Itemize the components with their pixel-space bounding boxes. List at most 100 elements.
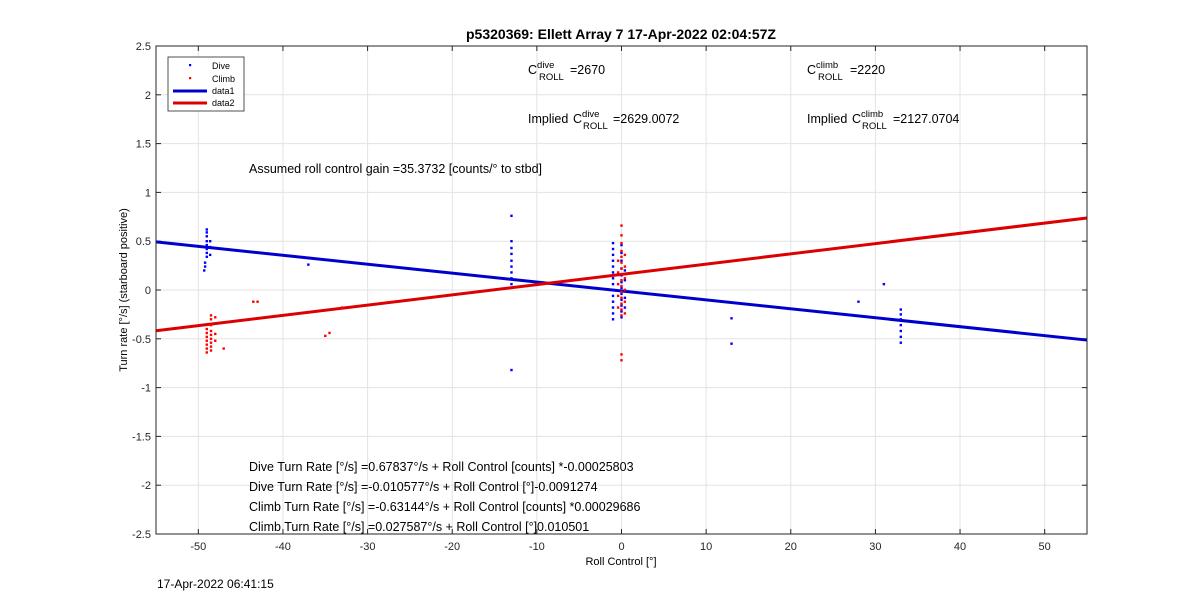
data-point-climb <box>205 347 208 350</box>
data-point-climb <box>616 271 620 274</box>
data-point-dive <box>611 306 615 309</box>
data-point-climb <box>222 347 225 350</box>
legend: Dive Climb data1 data2 <box>167 56 245 112</box>
data-point-dive <box>623 269 627 272</box>
x-tick-label: -40 <box>275 541 291 553</box>
data-point-dive <box>611 259 615 262</box>
data-point-climb <box>205 351 208 354</box>
data-point-climb <box>623 277 627 280</box>
data-points <box>203 214 902 372</box>
data-point-climb <box>620 255 623 259</box>
data-point-dive <box>620 316 623 319</box>
data-point-climb <box>620 290 623 294</box>
x-tick-label: -10 <box>529 541 545 553</box>
data-point-dive <box>623 279 627 282</box>
x-tick-label: 10 <box>700 541 712 553</box>
data-point-dive <box>882 282 886 286</box>
x-tick-label: -30 <box>360 541 376 553</box>
annotation-equation: Climb Turn Rate [°/s] =0.027587°/s + Rol… <box>249 520 589 534</box>
y-tick-label: 1.5 <box>136 139 151 151</box>
data-point-climb <box>623 265 627 268</box>
data-point-climb <box>620 273 623 276</box>
data-point-dive <box>899 335 902 339</box>
data-point-dive <box>620 304 623 307</box>
data-point-dive <box>730 317 733 320</box>
annotation-gain: Assumed roll control gain =35.3732 [coun… <box>249 162 542 176</box>
data-point-dive <box>208 245 212 249</box>
data-point-climb <box>205 343 208 346</box>
legend-marker-climb <box>189 77 192 80</box>
data-point-climb <box>620 241 623 245</box>
data-point-climb <box>214 339 217 342</box>
data-point-dive <box>611 253 615 257</box>
y-axis-label: Turn rate [°/s] (starboard positive) <box>118 208 130 372</box>
data-point-dive <box>623 306 627 309</box>
y-tick-label: 2.5 <box>136 41 151 53</box>
data-point-climb <box>209 337 213 340</box>
x-tick-label: 0 <box>618 541 624 553</box>
data-point-dive <box>620 280 623 284</box>
footer-timestamp: 17-Apr-2022 06:41:15 <box>157 577 274 591</box>
y-tick-label: -1 <box>141 383 151 395</box>
x-tick-label: 50 <box>1039 541 1051 553</box>
data-point-dive <box>611 282 615 286</box>
data-point-climb <box>341 306 344 309</box>
chart-title: p5320369: Ellett Array 7 17-Apr-2022 02:… <box>466 26 776 42</box>
data-point-climb <box>209 345 213 348</box>
y-ticks: -2.5 -2 -1.5 -1 -0.5 0 0.5 1 1.5 2 2.5 <box>132 41 1087 541</box>
data-point-climb <box>620 249 623 253</box>
data-point-dive <box>620 259 623 262</box>
data-point-climb <box>214 332 217 336</box>
data-point-climb <box>209 329 213 333</box>
data-point-dive <box>611 247 615 251</box>
data-point-dive <box>899 313 902 316</box>
data-point-dive <box>205 255 208 259</box>
data-point-dive <box>205 240 208 243</box>
data-point-climb <box>209 349 213 352</box>
annotation-equation: Dive Turn Rate [°/s] =-0.010577°/s + Rol… <box>249 480 598 494</box>
data-point-dive <box>205 231 208 234</box>
data-point-dive <box>510 265 513 268</box>
y-tick-label: -0.5 <box>132 334 151 346</box>
data-point-dive <box>510 259 513 262</box>
y-tick-label: 1 <box>145 187 151 199</box>
data-point-dive <box>857 300 860 303</box>
data-point-climb <box>616 259 620 262</box>
y-tick-label: -2 <box>141 480 151 492</box>
annotation-c-climb: Cclimb ROLL=2220 <box>807 60 885 83</box>
data-point-climb <box>616 282 620 286</box>
data-point-climb <box>328 331 331 335</box>
y-tick-label: -1.5 <box>132 431 151 443</box>
data-point-climb <box>214 316 217 319</box>
x-tick-label: 40 <box>954 541 966 553</box>
data-point-dive <box>899 323 902 327</box>
data-point-climb <box>205 335 208 339</box>
data-point-dive <box>205 251 208 255</box>
data-point-climb <box>620 284 623 288</box>
annotations: Cdive ROLL=2670 Cclimb ROLL=2220 Implied C… <box>249 60 959 534</box>
data-point-dive <box>611 288 615 292</box>
data-point-dive <box>611 294 615 298</box>
data-point-dive <box>510 240 513 243</box>
data-point-climb <box>324 334 327 338</box>
data-point-dive <box>620 251 623 255</box>
annotation-equation: Dive Turn Rate [°/s] =0.67837°/s + Roll … <box>249 460 634 474</box>
data-point-dive <box>611 300 615 303</box>
annotation-equation: Climb Turn Rate [°/s] =-0.63144°/s + Rol… <box>249 500 641 514</box>
data-point-dive <box>899 329 902 333</box>
data-point-dive <box>620 292 623 296</box>
data-point-dive <box>620 243 623 247</box>
data-point-climb <box>209 333 213 337</box>
legend-label-climb: Climb <box>212 74 235 84</box>
data-point-dive <box>611 277 615 280</box>
data-point-dive <box>203 261 207 264</box>
data-point-climb <box>620 353 623 356</box>
data-point-dive <box>510 277 513 280</box>
x-ticks: -50 -40 -30 -20 -10 0 10 20 30 40 50 <box>190 46 1051 553</box>
data-point-dive <box>623 296 627 300</box>
x-tick-label: 20 <box>785 541 797 553</box>
data-point-climb <box>620 359 623 362</box>
x-tick-label: 30 <box>869 541 881 553</box>
y-tick-label: 0.5 <box>136 236 151 248</box>
x-axis-label: Roll Control [°] <box>585 556 656 568</box>
